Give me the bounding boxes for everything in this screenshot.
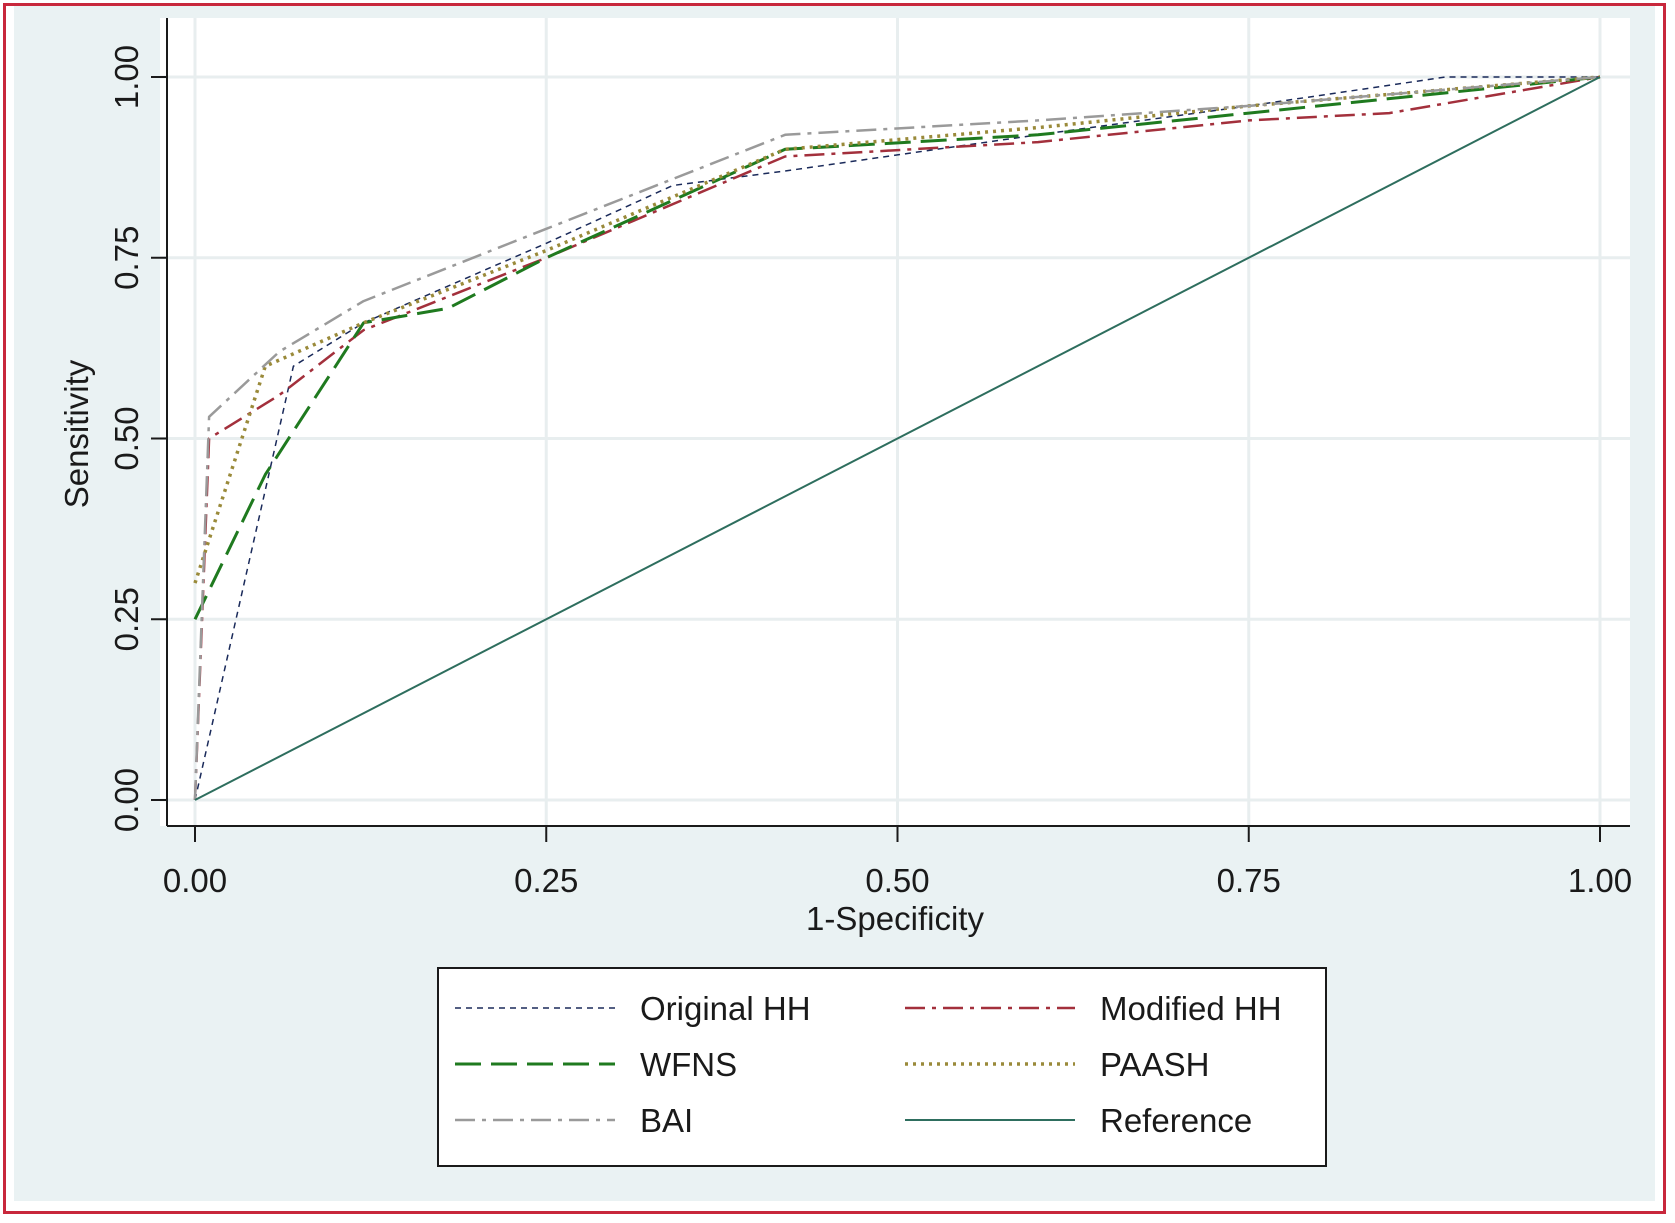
x-axis-title: 1-Specificity xyxy=(806,900,984,937)
series-line-wfns xyxy=(193,75,1601,620)
y-tick-label: 0.50 xyxy=(108,406,145,470)
legend-label-paash: PAASH xyxy=(1100,1046,1209,1083)
legend-label-bai: BAI xyxy=(640,1102,693,1139)
series-lines xyxy=(193,75,1601,801)
legend-box xyxy=(437,967,1327,1167)
x-tick-label: 0.25 xyxy=(514,862,578,899)
series-line-bai xyxy=(193,75,1601,801)
axes: 0.00 0.00 0.25 0.25 0.50 0.50 0.75 0.75 1.00 1.00 xyxy=(108,18,1632,899)
legend-label-modified-hh: Modified HH xyxy=(1100,990,1282,1027)
x-tick-label: 0.50 xyxy=(865,862,929,899)
grid-lines xyxy=(160,18,1630,826)
y-tick-label: 1.00 xyxy=(108,45,145,109)
x-tick-label: 1.00 xyxy=(1568,862,1632,899)
y-axis-title: Sensitivity xyxy=(58,359,95,508)
series-line-original-hh xyxy=(194,76,1600,801)
x-tick-label: 0.00 xyxy=(163,862,227,899)
y-tick-label: 0.75 xyxy=(108,226,145,290)
x-tick-label: 0.75 xyxy=(1217,862,1281,899)
series-line-modified-hh xyxy=(193,75,1601,801)
series-line-reference xyxy=(194,76,1601,801)
legend-label-reference: Reference xyxy=(1100,1102,1252,1139)
y-tick-label: 0.25 xyxy=(108,587,145,651)
legend-label-original-hh: Original HH xyxy=(640,990,811,1027)
legend: Original HH Modified HH WFNS PAASH BAI Refere… xyxy=(437,967,1327,1167)
legend-label-wfns: WFNS xyxy=(640,1046,737,1083)
y-tick-label: 0.00 xyxy=(108,768,145,832)
